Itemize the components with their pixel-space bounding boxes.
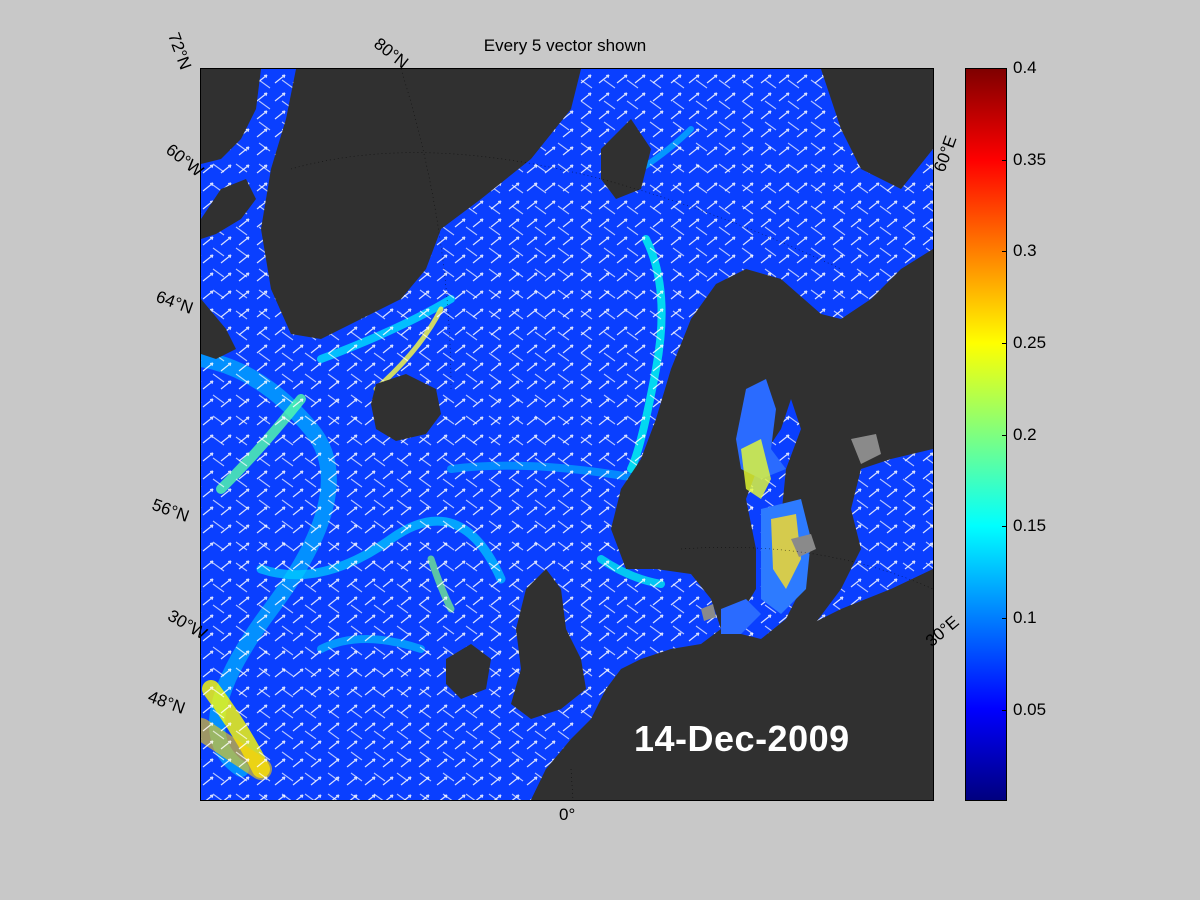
colorbar-tickmark — [1002, 160, 1006, 161]
ireland — [446, 644, 491, 699]
colorbar-tick-0-1: 0.1 — [1013, 608, 1037, 627]
land-masses — [201, 69, 933, 800]
colorbar-tick-0-2: 0.2 — [1013, 425, 1037, 444]
label-lat-56n: 56°N — [149, 495, 192, 526]
colorbar-tick-0-25: 0.25 — [1013, 333, 1047, 352]
lakes — [701, 434, 881, 621]
iceland — [371, 374, 441, 441]
colorbar-tick-0-4: 0.4 — [1013, 58, 1037, 77]
great-britain — [511, 569, 586, 719]
colorbar-tickmark — [1002, 526, 1006, 527]
label-lon-0: 0° — [559, 805, 576, 824]
map-title: Every 5 vector shown — [483, 36, 647, 55]
colorbar-tick-0-3: 0.3 — [1013, 241, 1037, 260]
label-lon-60e: 60°E — [930, 133, 961, 175]
novaya-zemlya — [821, 69, 933, 189]
label-lat-48n: 48°N — [145, 687, 188, 718]
baffin-coast — [201, 179, 256, 239]
baltic-sea — [721, 379, 811, 634]
svalbard — [601, 119, 651, 199]
labrador — [201, 299, 236, 359]
colorbar-tickmark — [1002, 251, 1006, 252]
colorbar-tickmark — [1002, 343, 1006, 344]
colorbar-tick-0-15: 0.15 — [1013, 516, 1047, 535]
colorbar-tickmark — [1002, 618, 1006, 619]
colorbar-tickmark — [1002, 435, 1006, 436]
colorbar-tick-0-35: 0.35 — [1013, 150, 1047, 169]
label-lat-64n: 64°N — [153, 287, 196, 318]
colorbar-tick-0-05: 0.05 — [1013, 700, 1047, 719]
colorbar-tickmark — [1002, 710, 1006, 711]
canada-arctic — [201, 69, 261, 164]
colorbar — [965, 68, 1007, 801]
graticule — [290, 69, 933, 800]
current-speed-map — [200, 68, 934, 801]
date-stamp: 14-Dec-2009 — [634, 718, 850, 759]
continental-europe — [531, 569, 933, 800]
greenland — [261, 69, 581, 339]
scandinavia — [611, 249, 933, 649]
france-coast — [531, 759, 561, 800]
map-canvas — [201, 69, 933, 800]
